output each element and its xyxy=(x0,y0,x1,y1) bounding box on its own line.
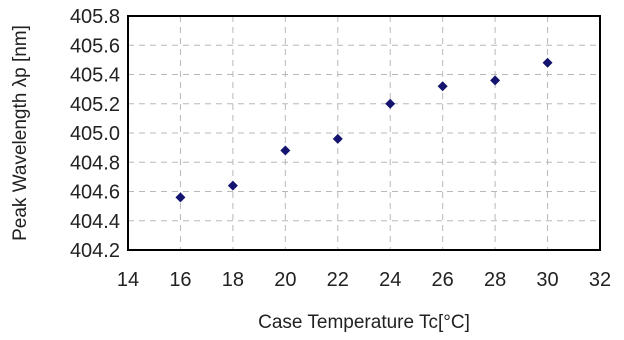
x-axis-ticks: 14 16 18 20 22 24 26 28 30 32 xyxy=(117,269,611,291)
y-tick-label: 404.6 xyxy=(70,182,120,204)
y-tick-label: 405.2 xyxy=(70,94,120,116)
x-tick-label: 30 xyxy=(536,269,558,291)
x-tick-label: 24 xyxy=(379,269,401,291)
x-tick-label: 16 xyxy=(169,269,191,291)
y-tick-label: 404.2 xyxy=(70,240,120,262)
y-tick-label: 405.4 xyxy=(70,65,120,87)
y-tick-label: 405.8 xyxy=(70,6,120,28)
data-point xyxy=(280,145,291,156)
y-axis-ticks: 404.2 404.4 404.6 404.8 405.0 405.2 405.4 405.6… xyxy=(70,6,120,262)
x-tick-label: 20 xyxy=(274,269,296,291)
y-tick-label: 405.0 xyxy=(70,123,120,145)
y-axis-label: Peak Wavelength λp [nm] xyxy=(10,25,31,241)
x-tick-label: 14 xyxy=(117,269,139,291)
data-point xyxy=(385,98,396,109)
data-point xyxy=(490,75,501,86)
data-point xyxy=(332,133,343,144)
x-tick-label: 18 xyxy=(222,269,244,291)
x-tick-label: 28 xyxy=(484,269,506,291)
data-point xyxy=(542,57,553,68)
y-tick-label: 405.6 xyxy=(70,35,120,57)
data-point xyxy=(437,81,448,92)
x-tick-label: 22 xyxy=(327,269,349,291)
x-axis-label: Case Temperature Tc[°C] xyxy=(258,312,470,333)
data-point xyxy=(175,192,186,203)
data-points xyxy=(175,57,553,203)
plot-area xyxy=(127,15,601,251)
data-point xyxy=(227,180,238,191)
x-tick-label: 26 xyxy=(432,269,454,291)
y-tick-label: 404.4 xyxy=(70,211,120,233)
y-tick-label: 404.8 xyxy=(70,152,120,174)
grid-lines xyxy=(128,16,600,250)
x-tick-label: 32 xyxy=(589,269,611,291)
